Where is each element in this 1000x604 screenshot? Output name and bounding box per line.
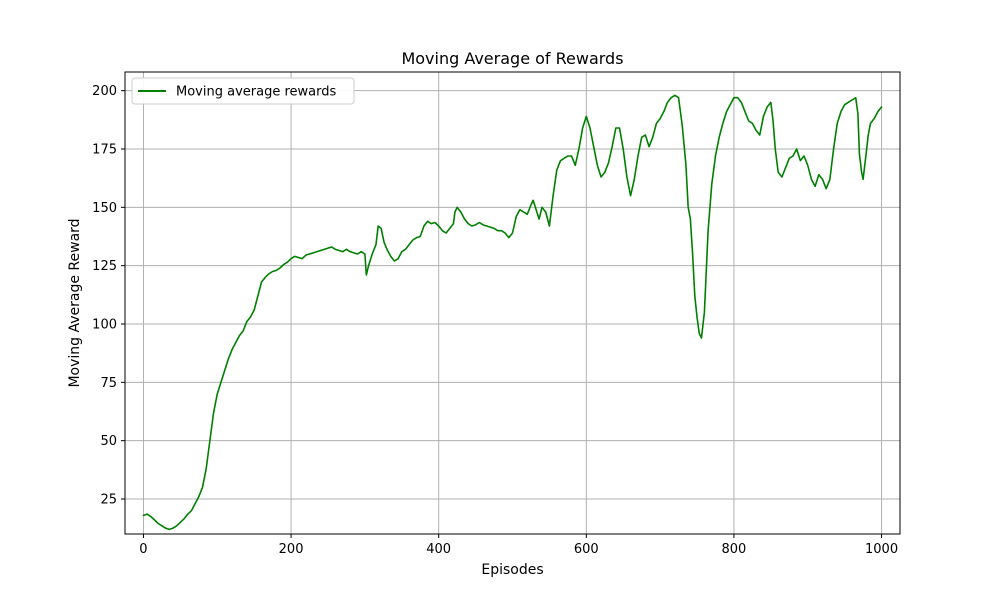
y-tick-label: 175	[92, 143, 117, 158]
grid-lines	[125, 72, 900, 534]
legend-box	[131, 77, 355, 105]
y-tick-label: 125	[92, 259, 117, 274]
x-tick-label: 1000	[865, 542, 898, 557]
x-axis-ticks: 0 200 400 600 800 1000	[139, 534, 898, 557]
x-tick-label: 600	[574, 542, 599, 557]
y-axis-ticks: 25 50 75 100 125 150 175 200	[92, 84, 125, 508]
chart-title: Moving Average of Rewards	[401, 49, 623, 68]
series-line-moving-average	[142, 94, 883, 531]
x-tick-label: 800	[722, 542, 747, 557]
x-axis-label: Episodes	[481, 562, 543, 578]
plot-frame	[124, 71, 901, 535]
y-tick-label: 200	[92, 84, 117, 99]
y-axis-label: Moving Average Reward	[67, 218, 83, 387]
y-tick-label: 100	[92, 318, 117, 333]
y-tick-label: 75	[100, 376, 117, 391]
legend: Moving average rewards	[131, 77, 355, 105]
x-tick-label: 200	[279, 542, 304, 557]
series-layer	[142, 94, 883, 531]
y-tick-label: 25	[100, 493, 117, 508]
legend-label: Moving average rewards	[176, 85, 336, 100]
x-tick-label: 0	[139, 542, 147, 557]
y-tick-label: 150	[92, 201, 117, 216]
y-tick-label: 50	[100, 434, 117, 449]
x-tick-label: 400	[426, 542, 451, 557]
